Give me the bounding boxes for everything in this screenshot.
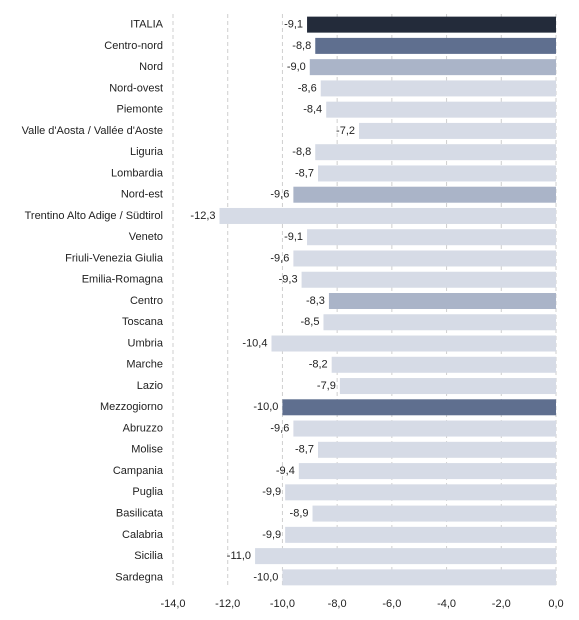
value-label: -8,9 [290,507,309,519]
value-label: -8,7 [295,444,314,456]
y-tick-label: Trentino Alto Adige / Südtirol [25,210,163,222]
bar [255,548,557,565]
x-tick-label: -10,0 [270,598,295,610]
value-label: -9,1 [284,19,303,31]
bar [282,399,556,416]
y-tick-label: Lazio [137,380,163,392]
y-tick-label: Abruzzo [123,422,163,434]
y-tick-label: Centro [130,295,163,307]
value-label: -8,3 [306,295,325,307]
y-tick-label: Friuli-Venezia Giulia [65,252,164,264]
value-label: -9,9 [262,529,281,541]
y-tick-label: Lombardia [111,167,164,179]
bar [328,293,556,309]
bar [285,484,556,501]
y-tick-label: Nord-ovest [109,82,163,94]
y-tick-label: Piemonte [117,104,163,116]
bar [317,441,556,458]
bar [307,229,556,246]
value-label: -7,2 [336,125,355,137]
value-label: -8,2 [309,359,328,371]
y-tick-label: Calabria [122,529,164,541]
y-tick-label: Sicilia [134,550,164,562]
bar [271,335,556,352]
value-label: -8,8 [292,40,311,52]
bar [293,420,556,437]
y-tick-label: Liguria [130,146,164,158]
y-tick-label: Valle d'Aosta / Vallée d'Aoste [22,125,163,137]
value-label: -9,1 [284,231,303,243]
y-tick-label: Nord-est [121,189,163,201]
bar [312,505,556,522]
bar [359,122,556,139]
value-label: -9,3 [279,274,298,286]
value-label: -9,6 [270,189,289,201]
y-tick-label: Centro-nord [104,40,163,52]
bar [317,165,556,182]
bar [320,80,556,97]
y-tick-label: ITALIA [130,19,163,31]
value-label: -12,3 [190,210,215,222]
bar [298,463,556,480]
value-label: -8,8 [292,146,311,158]
y-tick-label: Nord [139,61,163,73]
y-tick-label: Marche [126,359,163,371]
bar [323,314,556,331]
bar [301,271,556,288]
bar [285,526,556,543]
value-label: -9,4 [276,465,295,477]
y-tick-label: Toscana [122,316,164,328]
value-label: -8,4 [303,104,322,116]
y-tick-label: Campania [113,465,164,477]
value-label: -8,6 [298,82,317,94]
x-tick-label: -4,0 [437,598,456,610]
y-tick-label: Molise [131,444,163,456]
y-tick-label: Emilia-Romagna [82,274,164,286]
value-label: -9,9 [262,486,281,498]
x-tick-label: -6,0 [382,598,401,610]
y-tick-label: Veneto [129,231,163,243]
bar [339,378,556,395]
y-tick-label: Puglia [132,486,163,498]
y-tick-label: Basilicata [116,507,164,519]
x-tick-label: -8,0 [328,598,347,610]
value-label: -9,0 [287,61,306,73]
x-tick-label: -12,0 [215,598,240,610]
bar [309,59,556,76]
value-label: -8,5 [300,316,319,328]
value-label: -9,6 [270,422,289,434]
bar [307,16,556,33]
bar [293,186,556,203]
bar [315,144,556,161]
x-tick-label: -14,0 [160,598,185,610]
y-tick-label: Mezzogiorno [100,401,163,413]
y-tick-label: Sardegna [115,571,164,583]
value-label: -8,7 [295,167,314,179]
bar [282,569,556,586]
bar [331,356,556,373]
value-label: -9,6 [270,252,289,264]
bar [293,250,556,267]
value-label: -7,9 [317,380,336,392]
y-tick-label: Umbria [128,337,164,349]
x-tick-label: -2,0 [492,598,511,610]
value-label: -10,0 [253,571,278,583]
bar [326,101,556,118]
bar [219,207,556,224]
bar [315,37,556,54]
value-label: -10,0 [253,401,278,413]
x-tick-label: 0,0 [548,598,563,610]
value-label: -11,0 [227,550,251,562]
value-label: -10,4 [242,337,267,349]
